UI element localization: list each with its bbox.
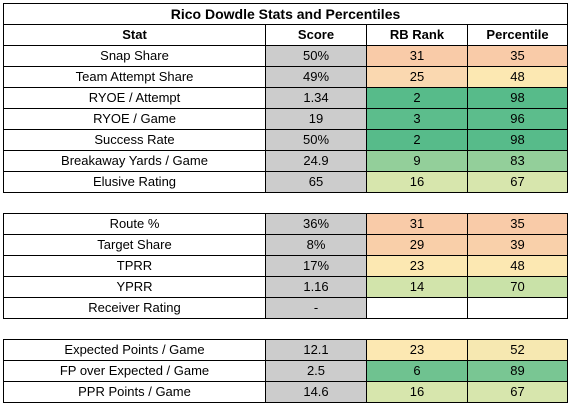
percentile-cell: 48 xyxy=(466,66,569,88)
score-cell: 19 xyxy=(265,108,367,130)
header-row: Stat Score RB Rank Percentile xyxy=(3,24,569,46)
table-row: Route % 36% 31 35 xyxy=(3,213,569,235)
section-spacer-cell xyxy=(3,318,568,340)
score-cell: 8% xyxy=(265,234,367,256)
percentile-cell: 70 xyxy=(466,276,569,298)
section-spacer xyxy=(3,192,568,214)
percentile-cell: 98 xyxy=(466,87,569,109)
header-stat: Stat xyxy=(3,24,266,46)
rb-rank-cell: 14 xyxy=(366,276,468,298)
percentile-cell: 35 xyxy=(466,213,569,235)
table-row: RYOE / Game 19 3 96 xyxy=(3,108,569,130)
table-row: PPR Points / Game 14.6 16 67 xyxy=(3,381,569,403)
stat-cell: PPR Points / Game xyxy=(3,381,266,403)
stat-cell: Breakaway Yards / Game xyxy=(3,150,266,172)
percentile-cell: 67 xyxy=(466,171,569,193)
percentile-cell xyxy=(466,297,569,319)
stat-cell: TPRR xyxy=(3,255,266,277)
title-row: Rico Dowdle Stats and Percentiles xyxy=(2,3,569,25)
score-cell: 12.1 xyxy=(265,339,367,361)
rb-rank-cell xyxy=(366,297,468,319)
table-row: Receiver Rating - xyxy=(3,297,569,319)
score-cell: 14.6 xyxy=(265,381,367,403)
percentile-cell: 39 xyxy=(466,234,569,256)
stat-cell: FP over Expected / Game xyxy=(3,360,266,382)
stats-table: Rico Dowdle Stats and Percentiles Stat S… xyxy=(2,3,569,403)
percentile-cell: 52 xyxy=(466,339,569,361)
percentile-cell: 48 xyxy=(466,255,569,277)
section-spacer xyxy=(3,318,568,340)
header-score: Score xyxy=(265,24,367,46)
table-row: FP over Expected / Game 2.5 6 89 xyxy=(3,360,569,382)
table-row: Snap Share 50% 31 35 xyxy=(3,45,569,67)
score-cell: 50% xyxy=(265,129,367,151)
table-row: Team Attempt Share 49% 25 48 xyxy=(3,66,569,88)
table-row: YPRR 1.16 14 70 xyxy=(3,276,569,298)
score-cell: 1.16 xyxy=(265,276,367,298)
rb-rank-cell: 31 xyxy=(366,45,468,67)
score-cell: 50% xyxy=(265,45,367,67)
score-cell: 65 xyxy=(265,171,367,193)
rb-rank-cell: 23 xyxy=(366,339,468,361)
stat-cell: Snap Share xyxy=(3,45,266,67)
stat-cell: Elusive Rating xyxy=(3,171,266,193)
stats-table-body: Rico Dowdle Stats and Percentiles Stat S… xyxy=(2,3,569,403)
percentile-cell: 67 xyxy=(466,381,569,403)
rb-rank-cell: 31 xyxy=(366,213,468,235)
stat-cell: RYOE / Attempt xyxy=(3,87,266,109)
table-row: TPRR 17% 23 48 xyxy=(3,255,569,277)
rb-rank-cell: 29 xyxy=(366,234,468,256)
stat-cell: RYOE / Game xyxy=(3,108,266,130)
table-row: Expected Points / Game 12.1 23 52 xyxy=(3,339,569,361)
percentile-cell: 98 xyxy=(466,129,569,151)
percentile-cell: 83 xyxy=(466,150,569,172)
stat-cell: Success Rate xyxy=(3,129,266,151)
score-cell: - xyxy=(265,297,367,319)
rb-rank-cell: 25 xyxy=(366,66,468,88)
stat-cell: Receiver Rating xyxy=(3,297,266,319)
table-title: Rico Dowdle Stats and Percentiles xyxy=(2,3,569,25)
rb-rank-cell: 6 xyxy=(366,360,468,382)
table-row: Target Share 8% 29 39 xyxy=(3,234,569,256)
percentile-cell: 35 xyxy=(466,45,569,67)
table-row: Breakaway Yards / Game 24.9 9 83 xyxy=(3,150,569,172)
table-row: RYOE / Attempt 1.34 2 98 xyxy=(3,87,569,109)
percentile-cell: 96 xyxy=(466,108,569,130)
stat-cell: YPRR xyxy=(3,276,266,298)
table-row: Elusive Rating 65 16 67 xyxy=(3,171,569,193)
score-cell: 49% xyxy=(265,66,367,88)
score-cell: 24.9 xyxy=(265,150,367,172)
percentile-cell: 89 xyxy=(466,360,569,382)
rb-rank-cell: 23 xyxy=(366,255,468,277)
stat-cell: Target Share xyxy=(3,234,266,256)
stat-cell: Team Attempt Share xyxy=(3,66,266,88)
score-cell: 2.5 xyxy=(265,360,367,382)
header-percentile: Percentile xyxy=(466,24,569,46)
score-cell: 17% xyxy=(265,255,367,277)
table-row: Success Rate 50% 2 98 xyxy=(3,129,569,151)
header-rb-rank: RB Rank xyxy=(366,24,468,46)
score-cell: 1.34 xyxy=(265,87,367,109)
rb-rank-cell: 3 xyxy=(366,108,468,130)
score-cell: 36% xyxy=(265,213,367,235)
stat-cell: Expected Points / Game xyxy=(3,339,266,361)
rb-rank-cell: 2 xyxy=(366,87,468,109)
rb-rank-cell: 2 xyxy=(366,129,468,151)
rb-rank-cell: 16 xyxy=(366,381,468,403)
rb-rank-cell: 9 xyxy=(366,150,468,172)
rb-rank-cell: 16 xyxy=(366,171,468,193)
stat-cell: Route % xyxy=(3,213,266,235)
section-spacer-cell xyxy=(3,192,568,214)
